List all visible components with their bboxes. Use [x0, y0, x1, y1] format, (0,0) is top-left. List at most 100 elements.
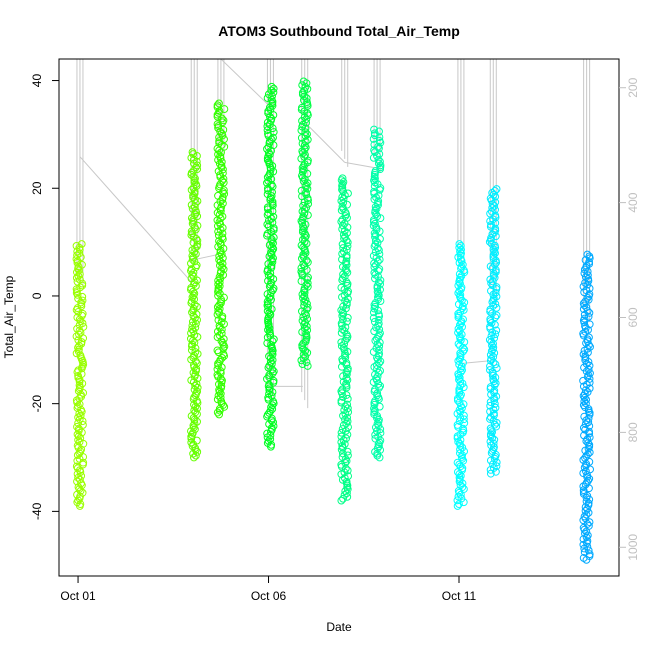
data-point	[219, 178, 228, 187]
data-point	[370, 263, 379, 272]
data-point	[268, 369, 277, 378]
data-point	[375, 150, 384, 158]
data-point	[486, 430, 495, 438]
data-point	[303, 258, 312, 267]
data-point	[581, 403, 589, 412]
data-point	[458, 302, 467, 311]
data-point	[300, 92, 309, 101]
data-point	[73, 313, 82, 322]
data-point	[581, 529, 589, 538]
data-point	[343, 317, 351, 326]
data-point	[455, 240, 464, 248]
data-point	[374, 191, 383, 200]
data-point	[454, 438, 463, 446]
data-point	[488, 433, 497, 442]
data-point	[456, 247, 464, 256]
data-point	[371, 236, 380, 245]
data-point	[491, 288, 500, 297]
data-point	[188, 340, 197, 349]
data-point	[485, 335, 494, 344]
data-point	[584, 371, 593, 380]
data-point	[189, 327, 198, 336]
data-point	[265, 361, 274, 370]
data-point	[300, 205, 309, 214]
data-point	[375, 250, 384, 258]
data-point	[193, 436, 201, 445]
data-point	[585, 448, 594, 457]
data-point	[338, 255, 346, 264]
data-point	[298, 360, 307, 368]
data-point	[459, 424, 467, 433]
data-point	[265, 327, 274, 336]
data-point	[374, 316, 383, 324]
data-point	[267, 114, 276, 123]
data-point	[455, 258, 464, 267]
data-point	[216, 393, 225, 402]
data-point	[217, 157, 226, 166]
data-point	[268, 243, 276, 251]
data-point	[215, 386, 224, 394]
data-point	[263, 173, 272, 182]
data-point	[267, 359, 276, 368]
data-point	[192, 180, 200, 189]
data-point	[265, 120, 274, 129]
data-point	[297, 126, 306, 135]
data-point	[454, 339, 463, 348]
data-point	[373, 287, 382, 296]
data-point	[582, 399, 590, 408]
data-point	[374, 368, 383, 377]
data-point	[337, 496, 346, 505]
data-point	[72, 241, 81, 250]
data-point	[216, 389, 225, 398]
data-point	[191, 244, 200, 253]
data-point	[459, 306, 468, 314]
data-point	[337, 206, 346, 215]
data-point	[303, 184, 312, 193]
data-point	[297, 267, 306, 276]
data-point	[263, 307, 272, 315]
data-point	[191, 408, 200, 417]
data-point	[487, 234, 495, 242]
data-point	[215, 289, 224, 298]
data-point	[489, 245, 498, 254]
data-point	[460, 447, 469, 456]
data-point	[263, 229, 272, 238]
flight-track-connector	[79, 156, 193, 284]
data-point	[342, 330, 351, 339]
data-point	[337, 319, 346, 328]
data-point	[187, 297, 196, 305]
data-point	[373, 212, 382, 221]
data-point	[193, 302, 201, 311]
data-point	[303, 84, 312, 93]
data-point	[263, 94, 272, 102]
data-point	[76, 411, 85, 420]
data-point	[193, 152, 201, 160]
data-point	[303, 303, 312, 312]
data-point	[580, 265, 589, 274]
flight-series	[297, 77, 313, 370]
data-point	[269, 239, 277, 248]
data-point	[267, 82, 276, 91]
data-point	[583, 537, 592, 545]
data-point	[491, 219, 500, 227]
flight-track-layer	[76, 58, 591, 409]
data-point	[267, 235, 276, 244]
data-point	[490, 400, 499, 408]
data-point	[190, 295, 199, 304]
data-point	[342, 477, 351, 486]
data-point	[219, 169, 227, 178]
data-point	[488, 447, 497, 455]
data-point	[74, 419, 83, 427]
data-point	[370, 176, 378, 185]
x-tick-label: Oct 06	[251, 589, 287, 603]
data-point	[369, 308, 378, 317]
data-point	[343, 413, 352, 422]
data-point	[267, 248, 275, 257]
data-point	[213, 110, 222, 119]
data-point	[490, 381, 499, 389]
data-point	[458, 296, 466, 305]
flight-series	[485, 185, 501, 478]
data-point	[373, 257, 382, 266]
data-point	[490, 349, 499, 357]
data-point	[189, 172, 198, 181]
